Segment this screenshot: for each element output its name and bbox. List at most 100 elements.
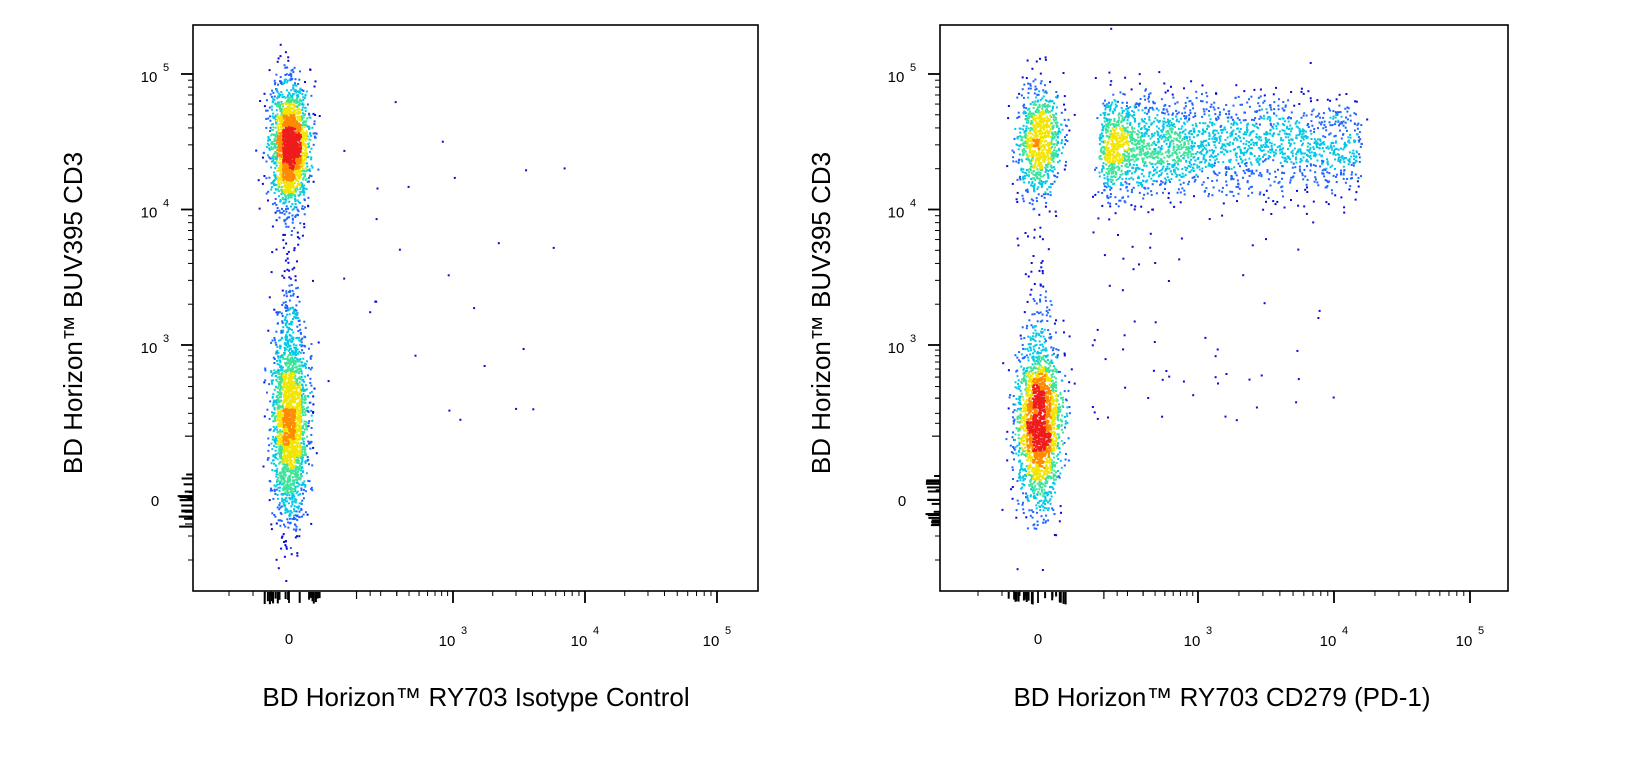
event-dot [305,420,308,423]
event-dot [276,394,279,397]
event-dot [279,442,282,445]
event-dot [308,441,311,444]
event-dot [281,406,284,409]
event-dot [280,114,283,117]
event-dot [267,449,270,452]
event-dot [283,417,286,420]
event-dot [1019,334,1022,337]
event-dot [293,351,296,354]
event-dot [300,117,303,120]
event-dot [288,502,290,505]
event-dot [275,109,278,112]
event-dot [284,373,287,376]
event-dot [288,290,291,293]
event-dot [276,458,279,461]
event-dot [302,497,305,500]
event-dot [294,177,297,180]
event-dot [273,180,275,182]
event-dot [302,393,305,395]
event-dot [1246,101,1249,104]
event-dot [290,377,293,380]
event-dot [293,135,296,138]
event-dot [290,163,293,166]
event-dot [1130,88,1133,91]
event-dot [298,505,301,508]
event-dot [309,377,312,380]
event-dot [1033,283,1036,285]
event-dot [286,257,289,260]
event-dot [280,372,283,374]
event-dot [277,127,280,130]
event-dot [1035,527,1038,530]
event-dot [305,90,308,93]
event-dot [270,381,273,384]
event-dot [268,176,271,179]
event-dot [299,404,302,407]
event-dot [283,392,286,395]
event-dot [1023,83,1026,86]
event-dot [296,431,298,434]
event-dot [286,408,289,411]
event-dot [276,97,279,100]
event-dot [1026,59,1029,62]
event-dot [1044,299,1047,302]
event-dot [302,378,305,381]
event-dot [311,166,314,169]
event-dot [282,373,285,376]
event-dot [289,175,292,177]
event-dot [1033,300,1036,302]
event-dot [301,164,304,167]
event-dot [300,433,303,435]
event-dot [299,222,302,225]
event-dot [279,415,282,418]
y-axis-event-rug [177,473,193,528]
event-dot [292,139,295,142]
event-dot [398,248,401,251]
event-dot [276,379,278,382]
event-dot [285,102,288,105]
event-dot [280,123,283,126]
event-dot [301,166,304,169]
event-dot [1269,184,1272,187]
event-dot [275,522,278,525]
event-dot [279,147,282,150]
event-dot [301,205,304,208]
event-dot [307,458,310,461]
event-dot [295,354,298,356]
event-dot [295,139,297,142]
event-dot [298,191,301,193]
event-dot [1216,348,1219,351]
event-dot [297,391,299,394]
event-dot [1290,199,1292,201]
event-dot [287,106,290,109]
event-dot [289,153,292,156]
event-dot [287,153,290,156]
event-dot [291,203,294,206]
event-dot [263,415,266,418]
event-dot [302,208,305,210]
event-dot [285,459,288,462]
event-dot [282,115,285,117]
event-dot [288,308,291,311]
event-dot [286,268,289,271]
event-dot [279,457,282,460]
event-dot [301,451,304,454]
event-dot [286,518,289,521]
event-dot [304,446,307,449]
event-dot [279,145,282,148]
event-dot [1027,235,1029,238]
event-dot [300,341,303,344]
event-dot [289,166,291,169]
event-dot [293,127,296,130]
event-dot [314,114,317,116]
event-dot [297,168,300,171]
event-dot [280,451,283,453]
event-dot [295,456,298,459]
event-dot [284,397,287,400]
event-dot [270,442,273,445]
event-dot [268,156,271,159]
event-dot [289,386,292,389]
event-dot [1295,401,1298,404]
event-dot [282,463,285,466]
